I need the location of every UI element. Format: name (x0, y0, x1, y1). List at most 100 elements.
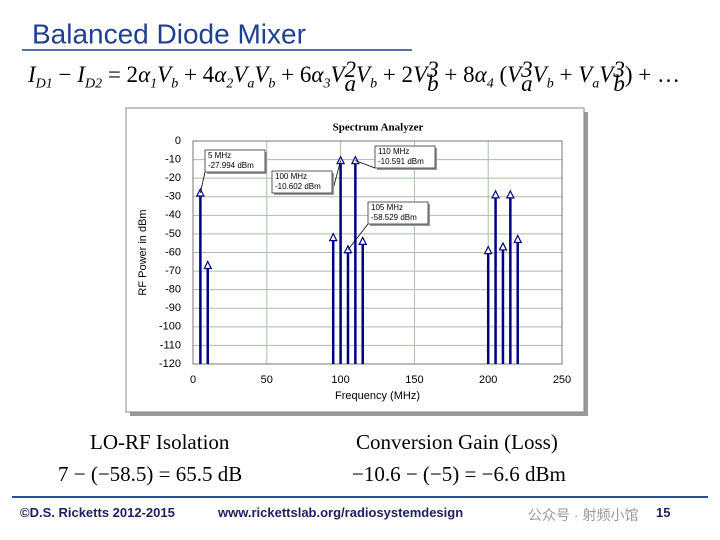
term-sub: b (171, 76, 179, 92)
equation-text: + 4 (178, 62, 215, 87)
annotation-text: 105 MHz (371, 203, 403, 212)
y-tick-label: -70 (165, 265, 181, 277)
annotation-text: 100 MHz (275, 172, 307, 181)
term-base: V (532, 62, 547, 87)
term-base: V (599, 62, 614, 87)
equation-term: Vb (356, 62, 377, 92)
equation-term: Va (233, 62, 254, 92)
y-tick-label: -110 (160, 339, 181, 351)
equation-text: + 2 (377, 62, 414, 87)
term-base: α (138, 62, 151, 87)
term-sup: 3 (613, 56, 625, 82)
x-tick-label: 250 (553, 374, 571, 386)
term-base: V (254, 62, 269, 87)
y-tick-label: -80 (165, 284, 181, 296)
equation-term: Vb (532, 62, 554, 92)
term-base: α (311, 62, 324, 87)
equation: ID1 − ID2 = 2α1Vb + 4α2VaVb + 6α3V 2 a Vb +… (28, 56, 680, 95)
equation-term: α2 (214, 62, 233, 92)
gain-formula: −10.6 − (−5) = −6.6 dBm (352, 462, 566, 486)
annotation-box (374, 145, 436, 169)
term-sub: 1 (150, 76, 158, 92)
equation-text: ( (493, 62, 508, 87)
term-sub: b (546, 76, 554, 92)
y-tick-label: -60 (165, 246, 181, 258)
annotation-text: 110 MHz (378, 147, 409, 156)
y-tick-label: -90 (165, 302, 181, 314)
y-tick-label: -20 (165, 172, 181, 184)
y-tick-label: -30 (165, 191, 181, 203)
annotation-box (271, 170, 333, 194)
term-base: V (356, 62, 371, 87)
equation-term: α1 (138, 62, 157, 92)
term-base: α (214, 62, 227, 87)
isolation-formula: 7 − (−58.5) = 65.5 dB (58, 462, 243, 486)
term-base: I (77, 62, 85, 87)
isolation-title: LO-RF Isolation (90, 430, 230, 454)
copyright: ©D.S. Ricketts 2012-2015 (20, 505, 175, 520)
term-sub: D2 (84, 76, 103, 92)
equation-text: + (553, 62, 579, 87)
x-tick-label: 0 (190, 374, 196, 386)
equation-text: ) + … (624, 62, 680, 87)
watermark: 公众号 · 射频小馆 (528, 507, 639, 523)
plot-border (192, 140, 563, 365)
equation-term: Va (578, 62, 599, 92)
gain-title: Conversion Gain (Loss) (356, 430, 558, 454)
marker (336, 155, 346, 165)
term-base: V (157, 62, 172, 87)
equation-text: = 2 (102, 62, 139, 87)
term-sup: 2 (344, 56, 357, 82)
x-axis-label: Frequency (MHz) (335, 390, 420, 402)
term-sub: b (370, 76, 378, 92)
term-sup: 3 (521, 56, 533, 82)
term-base: V (507, 62, 522, 87)
term-sub: 2 (226, 76, 234, 92)
y-tick-label: -10 (165, 153, 181, 165)
equation-text: + 8 (438, 62, 475, 87)
page-number: 15 (656, 505, 671, 520)
marker (203, 260, 213, 270)
marker (491, 189, 501, 199)
y-tick-label: 0 (175, 135, 181, 147)
chart-title: Spectrum Analyzer (333, 122, 424, 134)
equation-term: Vb (254, 62, 275, 92)
x-tick-label: 150 (405, 374, 423, 386)
leader-line (199, 171, 206, 194)
marker (483, 245, 493, 255)
term-sub: a (344, 70, 357, 96)
y-tick-label: -100 (159, 321, 181, 333)
x-tick-label: 200 (479, 374, 497, 386)
annotation-box (367, 201, 429, 225)
leader-line (347, 223, 369, 251)
x-tick-label: 50 (261, 374, 273, 386)
y-axis-label: RF Power in dBm (137, 209, 149, 295)
term-base: V (578, 62, 593, 87)
annotation-text: -58.529 dBm (371, 213, 417, 222)
marker (350, 155, 360, 165)
term-sub: a (592, 76, 600, 92)
y-tick-label: -50 (165, 228, 181, 240)
leader-line (355, 160, 376, 169)
term-base: V (233, 62, 248, 87)
term-base: I (28, 62, 36, 87)
marker (513, 234, 523, 244)
marker (498, 241, 508, 251)
slide-title: Balanced Diode Mixer (32, 18, 306, 49)
marker (505, 189, 515, 199)
term-sub: 3 (323, 76, 331, 92)
marker (358, 236, 368, 245)
equation-term: ID2 (77, 62, 102, 92)
equation-text: − (52, 62, 78, 87)
y-tick-label: -40 (165, 209, 181, 221)
equation-term: α4 (475, 62, 494, 92)
term-sub: 4 (486, 76, 494, 92)
